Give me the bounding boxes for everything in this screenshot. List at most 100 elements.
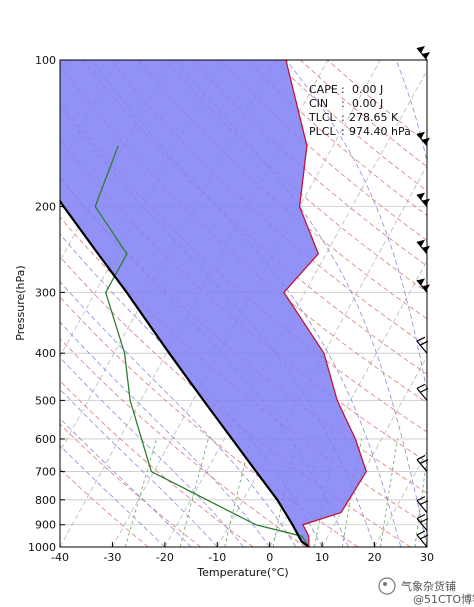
isotherm-line (112, 60, 381, 547)
moist-adiabat-line (285, 60, 427, 394)
y-tick-label: 1000 (28, 541, 56, 554)
stat-label-cape: CAPE (309, 83, 338, 96)
mixing-ratio-line (380, 438, 399, 547)
moist-adiabat-line (60, 445, 166, 547)
wind-barb-feather (419, 500, 429, 506)
wind-barb (416, 336, 429, 354)
parcel-line (60, 199, 310, 547)
y-tick-label: 200 (35, 201, 56, 214)
wind-barb-staff (416, 340, 428, 354)
dry-adiabat-line (191, 60, 427, 267)
stat-sep-cape: : (341, 83, 345, 96)
stats-box: CAPE : 0.00 J CIN : 0.00 J TLCL : 278.65… (308, 83, 411, 138)
wind-barb-feather (419, 459, 429, 465)
mixing-ratio-line (224, 438, 252, 547)
x-tick-label: 10 (315, 551, 329, 564)
x-tick-label: -20 (156, 551, 174, 564)
wind-barb-feather (419, 340, 429, 346)
moist-adiabat-line (60, 417, 192, 547)
watermark-logo-dot (383, 582, 387, 586)
wind-barb-feather (419, 387, 429, 393)
wind-barb-staff (416, 534, 428, 548)
wind-barb-flag (417, 278, 425, 286)
isotherm-line (60, 60, 329, 547)
stat-sep-tlcl: : (341, 111, 345, 124)
mixing-ratio-line (440, 439, 454, 547)
wind-barb-flag (417, 239, 425, 247)
stat-label-cin: CIN (309, 97, 328, 110)
shaded-area (60, 60, 367, 547)
cape-cin-shading (60, 60, 367, 547)
profile-lines (60, 60, 368, 547)
x-axis-ticks: -40 -30 -20 -10 0 10 20 30 (51, 542, 434, 564)
mixing-ratio-line (179, 438, 209, 547)
wind-barb (416, 383, 429, 401)
wind-barb (416, 530, 429, 548)
wind-barb-feather (419, 517, 429, 524)
y-tick-label: 900 (35, 519, 56, 532)
wind-barb (416, 513, 429, 531)
x-tick-label: 30 (420, 551, 434, 564)
dry-adiabat-line (60, 380, 254, 547)
watermark-logo-icon (378, 577, 396, 595)
wind-barb-feather (416, 336, 426, 342)
wind-barb (416, 192, 430, 207)
watermark: 气象杂货铺 @51CTO博客 (378, 577, 474, 606)
x-tick-label: -30 (103, 551, 121, 564)
stat-value-cin: 0.00 J (352, 97, 383, 110)
wind-barb-flag (422, 198, 430, 206)
wind-barb-flag (422, 52, 430, 59)
watermark-text: 气象杂货铺 (401, 579, 456, 593)
wind-barb-feather (416, 513, 426, 520)
stat-label-plcl: PLCL (309, 125, 336, 138)
moist-adiabat-line (175, 60, 427, 547)
x-tick-label: -40 (51, 551, 69, 564)
wind-barb-feather (416, 530, 426, 536)
dewpoint-line (94, 145, 310, 547)
wind-barb-flag (422, 245, 430, 253)
moist-adiabat-line (60, 388, 218, 547)
wind-barbs (416, 46, 430, 548)
y-tick-label: 600 (35, 433, 56, 446)
watermark-subtext: @51CTO博客 (413, 592, 474, 606)
x-axis-label: Temperature(°C) (196, 566, 288, 579)
wind-barb (416, 496, 429, 514)
wind-barb-flag (417, 131, 425, 139)
isotherm-line (426, 546, 427, 547)
wind-barb (416, 278, 430, 293)
y-tick-label: 500 (35, 394, 56, 407)
y-axis-label: Pressure(hPa) (14, 265, 27, 340)
y-tick-label: 700 (35, 466, 56, 479)
stat-sep-cin: : (341, 97, 345, 110)
stat-label-tlcl: TLCL (308, 111, 337, 124)
moist-adiabat-line (60, 281, 297, 547)
wind-barb-flag (422, 284, 430, 292)
wind-barb-feather (416, 455, 426, 461)
stat-value-plcl: 974.40 hPa (349, 125, 411, 138)
x-tick-label: 20 (368, 551, 382, 564)
isotherm-line (374, 450, 427, 547)
plot-frame (59, 59, 428, 548)
moist-adiabat-line (60, 321, 271, 547)
y-tick-label: 800 (35, 494, 56, 507)
wind-barb-staff (416, 518, 428, 531)
x-tick-label: 0 (266, 551, 273, 564)
dry-adiabat-line (60, 337, 306, 547)
wind-barb-flag (417, 46, 425, 53)
wind-barb-flag (422, 137, 430, 145)
wind-barb-feather (416, 383, 426, 389)
temperature-line (283, 60, 368, 547)
wind-barb (416, 239, 430, 255)
isotherm-line (164, 69, 427, 547)
mixing-ratio-line (341, 438, 363, 547)
x-tick-label: -10 (208, 551, 226, 564)
mixing-ratio-line (125, 438, 157, 547)
wind-barb-staff (416, 388, 428, 401)
y-tick-label: 300 (35, 286, 56, 299)
wind-barb (416, 46, 430, 61)
stat-value-tlcl: 278.65 K (349, 111, 399, 124)
wind-barb (416, 455, 429, 472)
dry-adiabat-line (164, 60, 427, 293)
wind-barb-feather (419, 534, 429, 540)
wind-barb-staff (416, 459, 428, 472)
